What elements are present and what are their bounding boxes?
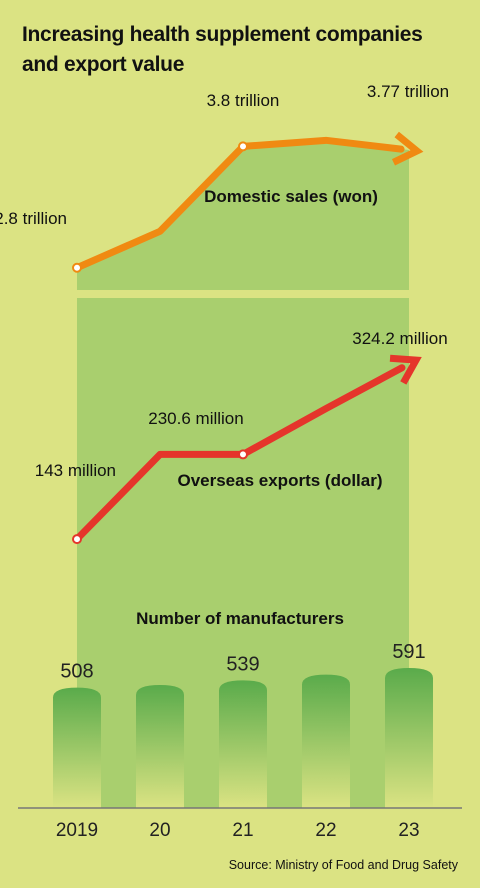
overseas-exports-title: Overseas exports (dollar) [177, 471, 382, 490]
manufacturer-data-label: 539 [226, 653, 259, 675]
manufacturer-bar [302, 674, 350, 808]
overseas-exports-point [72, 534, 82, 545]
domestic-sales-data-label: 3.77 trillion [367, 82, 449, 101]
chart-title: Increasing health supplement companies a… [22, 23, 423, 76]
manufacturer-bar [385, 668, 433, 808]
overseas-exports-data-label: 143 million [35, 461, 116, 480]
manufacturers-title: Number of manufacturers [136, 609, 344, 628]
source-note: Source: Ministry of Food and Drug Safety [228, 858, 458, 872]
domestic-sales-point [72, 262, 82, 273]
overseas-exports-data-label: 324.2 million [352, 329, 447, 348]
manufacturer-bar [136, 685, 184, 808]
x-tick-label: 23 [398, 820, 419, 841]
x-tick-label: 21 [232, 820, 253, 841]
domestic-sales-data-label: 2.8 trillion [0, 209, 67, 228]
domestic-sales-title: Domestic sales (won) [204, 187, 378, 206]
manufacturer-data-label: 591 [392, 641, 425, 663]
overseas-exports-arrowhead [389, 354, 422, 385]
domestic-sales-point [238, 141, 248, 152]
x-tick-label: 20 [149, 820, 170, 841]
overseas-exports-data-label: 230.6 million [148, 409, 243, 428]
x-tick-label: 2019 [56, 820, 98, 841]
x-tick-label: 22 [315, 820, 336, 841]
domestic-sales-area [77, 140, 409, 290]
domestic-sales-data-label: 3.8 trillion [207, 91, 280, 110]
overseas-exports-point [238, 449, 248, 460]
manufacturer-bar [219, 680, 267, 808]
manufacturer-bar [53, 687, 101, 808]
manufacturer-data-label: 508 [60, 661, 93, 683]
domestic-sales-arrowhead [391, 131, 424, 166]
